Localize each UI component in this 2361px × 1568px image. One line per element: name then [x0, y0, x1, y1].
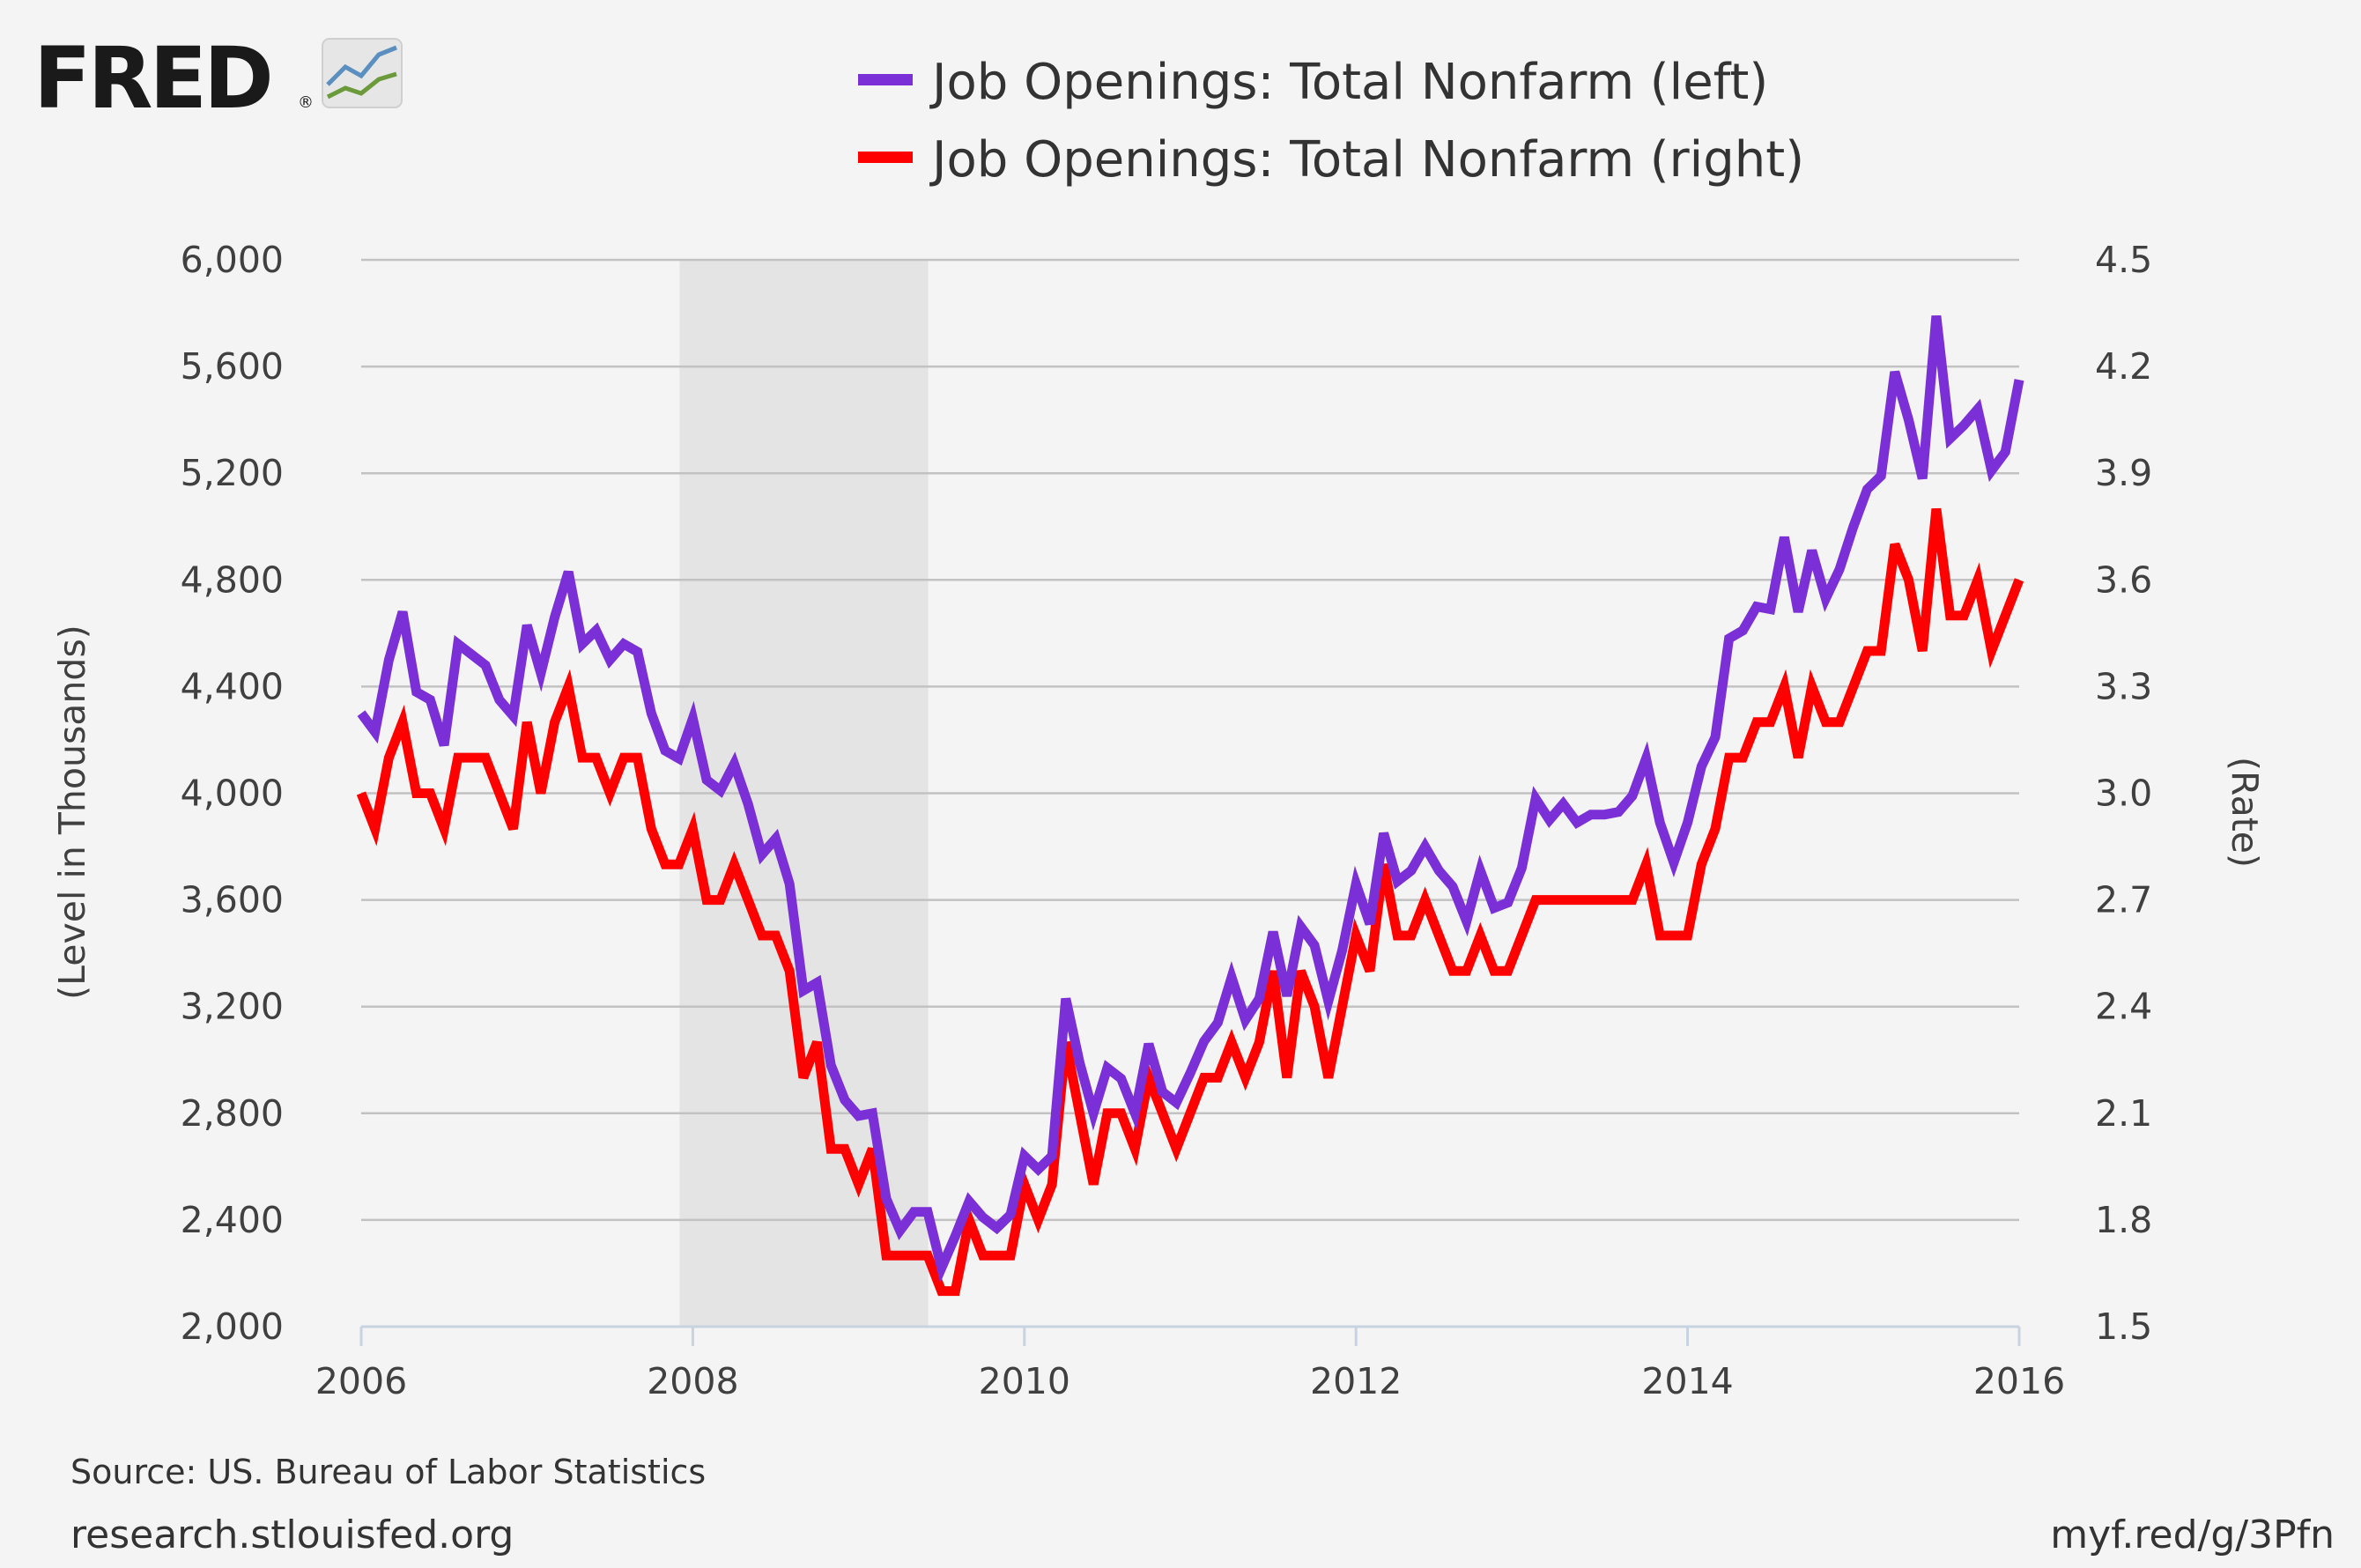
left-tick-label: 4,800 [181, 558, 284, 601]
legend-label-left: Job Openings: Total Nonfarm (left) [929, 54, 1768, 111]
right-tick-label: 4.5 [2095, 239, 2152, 281]
source-note: Source: US. Bureau of Labor Statistics [70, 1453, 706, 1491]
legend-label-right: Job Openings: Total Nonfarm (right) [929, 131, 1804, 189]
fred-logo-text: FRED [33, 29, 270, 128]
left-axis-ticks: 2,000 2,400 2,800 3,200 3,600 4,000 4,400 4,800… [181, 239, 284, 1348]
x-tick-label: 2014 [1641, 1360, 1733, 1402]
left-tick-label: 2,000 [181, 1305, 284, 1348]
legend-swatch-left [858, 74, 913, 85]
x-tick-label: 2012 [1310, 1360, 1402, 1402]
left-tick-label: 2,800 [181, 1092, 284, 1135]
gridlines [361, 258, 2019, 1328]
right-tick-label: 1.8 [2095, 1199, 2152, 1241]
left-axis-title: (Level in Thousands) [51, 625, 93, 1000]
left-tick-label: 4,400 [181, 665, 284, 707]
x-tick-label: 2010 [979, 1360, 1070, 1402]
fred-logo[interactable]: FRED ® [33, 29, 403, 128]
right-axis-ticks: 1.5 1.8 2.1 2.4 2.7 3.0 3.3 3.6 3.9 4.2 4.5 [2095, 239, 2152, 1348]
right-tick-label: 3.6 [2095, 558, 2152, 601]
site-link[interactable]: research.stlouisfed.org [70, 1513, 514, 1557]
left-tick-label: 2,400 [181, 1199, 284, 1241]
left-tick-label: 6,000 [181, 239, 284, 281]
right-tick-label: 2.1 [2095, 1092, 2152, 1135]
short-url-link[interactable]: myf.red/g/3Pfn [2050, 1513, 2335, 1557]
right-tick-label: 3.3 [2095, 665, 2152, 707]
series-line-right [356, 507, 2024, 1297]
right-tick-label: 2.4 [2095, 986, 2152, 1028]
legend-swatch-right [858, 152, 913, 163]
x-tick-label: 2008 [647, 1360, 738, 1402]
series-line-left [357, 314, 2024, 1283]
left-tick-label: 5,600 [181, 345, 284, 388]
x-axis-ticks: 2006 2008 2010 2012 2014 2016 [315, 1325, 2065, 1402]
fred-logo-chart-icon [322, 38, 403, 108]
legend: Job Openings: Total Nonfarm (left) Job O… [858, 54, 1804, 189]
right-tick-label: 4.2 [2095, 345, 2152, 388]
right-tick-label: 3.0 [2095, 773, 2152, 815]
right-axis-title: (Rate) [2224, 757, 2266, 868]
left-tick-label: 3,200 [181, 986, 284, 1028]
x-tick-label: 2006 [315, 1360, 407, 1402]
left-tick-label: 5,200 [181, 452, 284, 494]
x-tick-label: 2016 [1973, 1360, 2065, 1402]
left-tick-label: 4,000 [181, 773, 284, 815]
right-tick-label: 3.9 [2095, 452, 2152, 494]
registered-mark: ® [298, 93, 314, 112]
left-tick-label: 3,600 [181, 879, 284, 921]
right-tick-label: 1.5 [2095, 1305, 2152, 1348]
right-tick-label: 2.7 [2095, 879, 2152, 921]
